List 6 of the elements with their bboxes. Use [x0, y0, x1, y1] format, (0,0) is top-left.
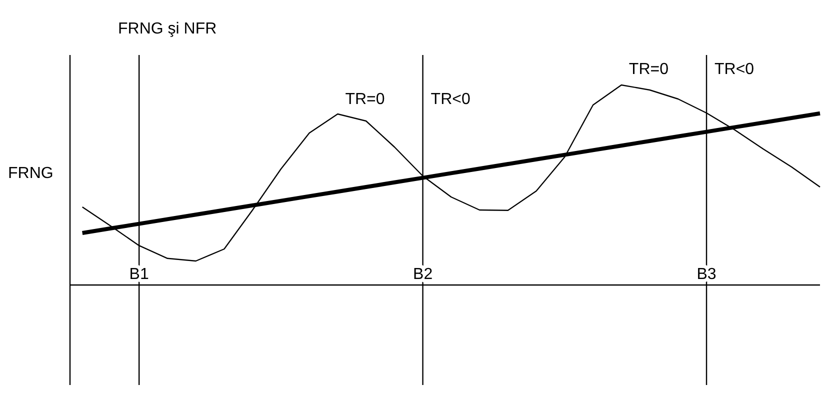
y-axis-title: FRNG [8, 165, 54, 182]
annotation: TR<0 [430, 91, 470, 108]
text: TR=0 [628, 61, 669, 78]
chart-title: FRNG şi NFR [118, 20, 217, 38]
annotation: TR=0 [345, 91, 385, 108]
text: TR<0 [714, 61, 754, 78]
